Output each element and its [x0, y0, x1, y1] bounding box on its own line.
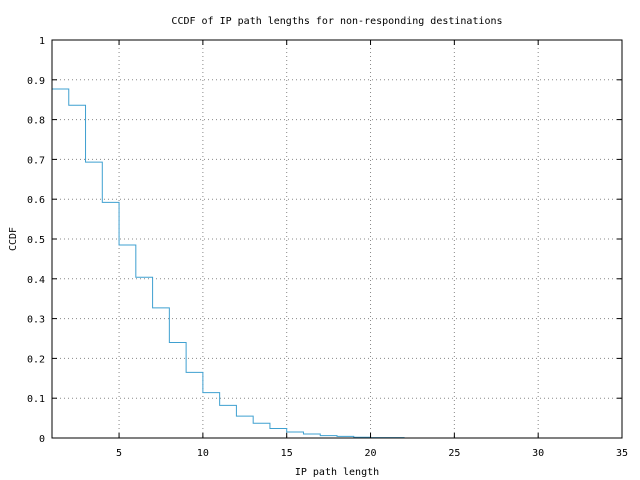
- y-axis-label: CCDF: [8, 227, 19, 251]
- y-tick-label: 0.4: [27, 275, 45, 286]
- y-tick-label: 0.9: [27, 76, 45, 87]
- x-tick-label: 35: [616, 448, 628, 459]
- ccdf-series-path: [52, 88, 405, 439]
- chart-title: CCDF of IP path lengths for non-respondi…: [171, 16, 502, 27]
- x-tick-label: 25: [448, 448, 460, 459]
- grid-lines: [52, 40, 622, 438]
- y-tick-label: 0.8: [27, 116, 45, 127]
- y-tick-label: 0.5: [27, 235, 45, 246]
- x-tick-label: 10: [197, 448, 209, 459]
- y-tick-label: 0.1: [27, 394, 45, 405]
- y-tick-label: 0.3: [27, 315, 45, 326]
- y-tick-label: 1: [39, 36, 45, 47]
- x-tick-label: 30: [532, 448, 544, 459]
- y-tick-label: 0.6: [27, 195, 45, 206]
- x-tick-label: 5: [116, 448, 122, 459]
- y-tick-label: 0.7: [27, 155, 45, 166]
- y-tick-label: 0: [39, 434, 45, 445]
- x-tick-label: 15: [281, 448, 293, 459]
- x-axis-label: IP path length: [295, 467, 379, 478]
- x-tick-label: 20: [365, 448, 377, 459]
- y-tick-label: 0.2: [27, 354, 45, 365]
- ccdf-step-line: [52, 88, 405, 439]
- axis-ticks: 00.10.20.30.40.50.60.70.80.915 10 15 20 25 30…: [27, 36, 628, 459]
